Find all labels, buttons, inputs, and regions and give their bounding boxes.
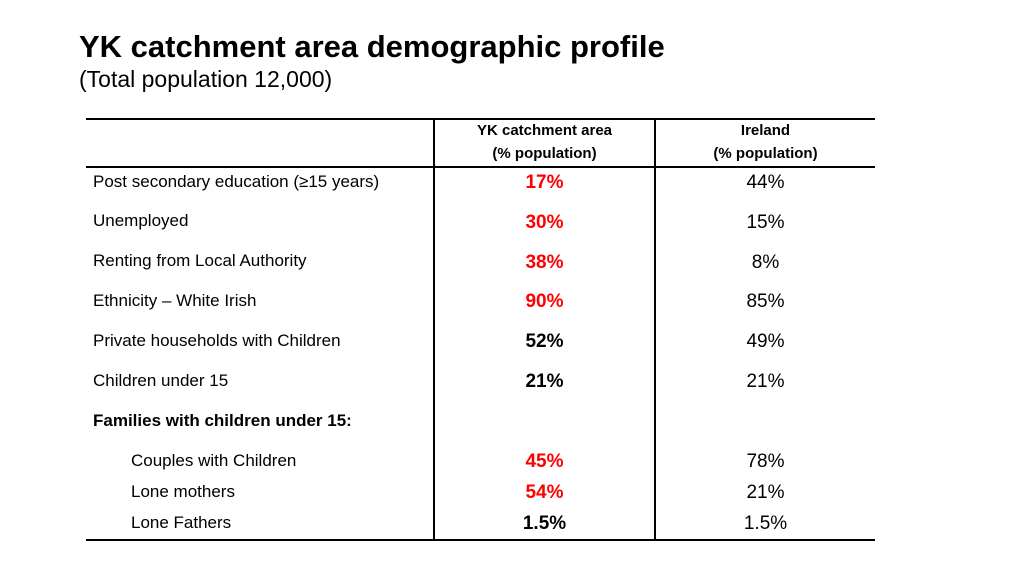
table-header-border — [86, 166, 875, 168]
yk-value: 17% — [525, 172, 564, 193]
ireland-value: 1.5% — [743, 513, 788, 534]
table-column-divider-2 — [654, 118, 656, 541]
ireland-value: 21% — [746, 482, 785, 503]
row-label: Private households with Children — [93, 331, 341, 350]
row-label: Renting from Local Authority — [93, 251, 307, 270]
demographic-table: YK catchment area (% population) Ireland… — [86, 118, 875, 541]
yk-value: 90% — [525, 291, 564, 312]
row-label: Couples with Children — [131, 451, 297, 470]
table-bottom-border — [86, 539, 875, 541]
ireland-value: 49% — [746, 331, 785, 352]
yk-value: 1.5% — [522, 513, 567, 534]
header-ireland-line1: Ireland — [740, 122, 791, 139]
row-label: Children under 15 — [93, 371, 229, 390]
ireland-value: 21% — [746, 371, 785, 392]
header-yk: YK catchment area (% population) — [435, 119, 654, 165]
yk-value: 30% — [525, 212, 564, 233]
ireland-value: 15% — [746, 212, 785, 233]
ireland-value: 78% — [746, 451, 785, 472]
header-ireland-line2: (% population) — [713, 145, 818, 162]
yk-value: 45% — [525, 451, 564, 472]
ireland-value: 44% — [746, 172, 785, 193]
yk-value: 21% — [525, 371, 564, 392]
yk-value: 38% — [525, 252, 564, 273]
yk-value: 52% — [525, 331, 564, 352]
header-yk-line1: YK catchment area — [476, 122, 613, 139]
table-top-border — [86, 118, 875, 120]
row-label: Post secondary education (≥15 years) — [93, 172, 380, 191]
header-ireland: Ireland (% population) — [656, 119, 875, 165]
row-label: Unemployed — [93, 211, 189, 230]
page-subtitle: (Total population 12,000) — [79, 66, 333, 92]
yk-value: 54% — [525, 482, 564, 503]
row-label: Lone Fathers — [131, 513, 232, 532]
header-yk-line2: (% population) — [492, 145, 597, 162]
table-column-divider-1 — [433, 118, 435, 541]
ireland-value: 8% — [751, 252, 780, 273]
section-label: Families with children under 15: — [93, 411, 352, 430]
row-label: Lone mothers — [131, 482, 235, 501]
row-label: Ethnicity – White Irish — [93, 291, 257, 310]
page-title: YK catchment area demographic profile — [79, 29, 665, 64]
ireland-value: 85% — [746, 291, 785, 312]
